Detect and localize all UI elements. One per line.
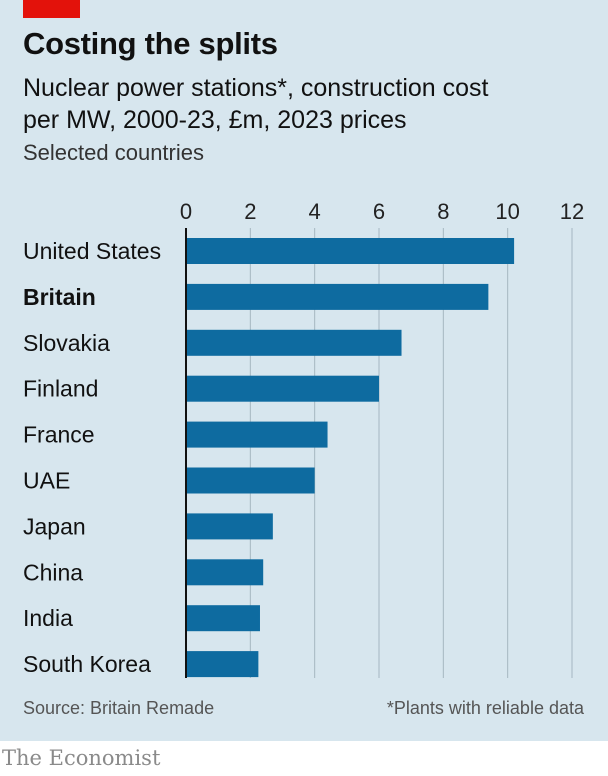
x-tick-label: 4 [309, 199, 321, 224]
category-label: China [23, 559, 83, 585]
category-labels: United States Britain Slovakia Finland Franc… [23, 238, 161, 677]
bar [186, 421, 328, 448]
bar [186, 238, 515, 264]
bars [186, 238, 515, 678]
bar [186, 651, 259, 678]
category-label: Finland [23, 376, 98, 402]
bar [186, 375, 379, 402]
brand-red-tag [23, 0, 80, 18]
category-label: United States [23, 238, 161, 264]
category-label: India [23, 605, 73, 631]
bar [186, 559, 264, 586]
category-label: UAE [23, 468, 70, 494]
bar [186, 283, 489, 310]
category-label: South Korea [23, 651, 151, 677]
x-tick-label: 12 [560, 199, 584, 224]
x-tick-label: 0 [180, 199, 192, 224]
category-label: France [23, 422, 95, 448]
bar [186, 605, 260, 632]
bar [186, 467, 315, 494]
bar [186, 329, 402, 356]
economist-wordmark: The Economist [2, 746, 161, 770]
x-tick-label: 2 [244, 199, 256, 224]
category-label: Britain [23, 284, 96, 310]
chart-title: Costing the splits [23, 26, 278, 61]
category-label: Slovakia [23, 330, 110, 356]
bar [186, 513, 273, 540]
category-label: Japan [23, 513, 86, 539]
chart-panel: Costing the splits Nuclear power station… [0, 0, 608, 741]
x-tick-labels: 0 2 4 6 8 10 12 [180, 199, 584, 224]
bar-chart: 0 2 4 6 8 10 12 United States Britain Slovakia Fi… [23, 199, 584, 678]
footnote: *Plants with reliable data [386, 698, 584, 718]
x-tick-label: 10 [495, 199, 519, 224]
x-tick-label: 6 [373, 199, 385, 224]
source-note: Source: Britain Remade [23, 698, 215, 718]
chart-subtitle: Nuclear power stations*, construction co… [23, 74, 489, 134]
x-tick-label: 8 [437, 199, 449, 224]
chart-note: Selected countries [23, 140, 204, 165]
